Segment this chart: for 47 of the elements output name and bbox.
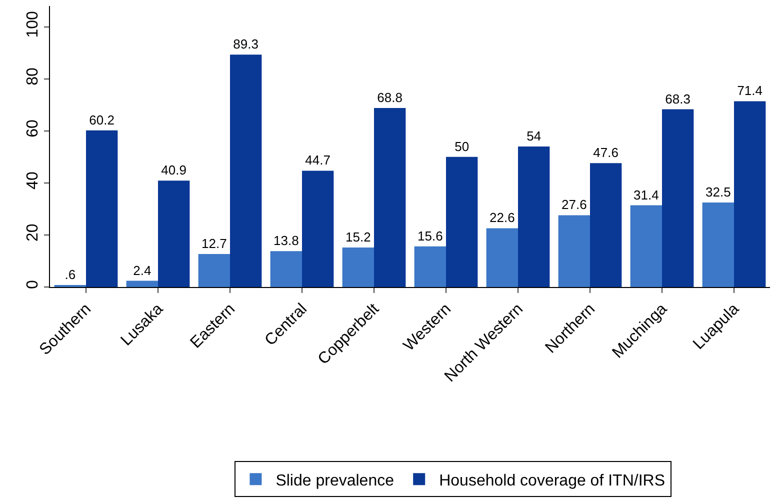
data-label: 40.9 <box>161 162 186 178</box>
data-label: 54 <box>526 128 542 144</box>
bar <box>158 180 190 287</box>
y-tick-label: 100 <box>24 10 42 38</box>
y-tick-label: 40 <box>24 172 42 190</box>
data-label: 47.6 <box>593 145 618 160</box>
bar <box>518 146 550 287</box>
bar <box>630 205 662 287</box>
y-tick-label: 0 <box>24 280 42 290</box>
bar <box>374 108 406 287</box>
y-tick-label: 80 <box>24 67 42 86</box>
bar <box>590 163 622 287</box>
data-label: 32.5 <box>706 184 731 200</box>
data-label: 15.6 <box>418 228 443 244</box>
bar <box>734 101 766 287</box>
bar <box>342 247 374 287</box>
data-label: 60.2 <box>89 112 114 128</box>
bar <box>446 156 478 287</box>
bar <box>486 228 518 287</box>
y-tick-label: 60 <box>24 119 42 138</box>
bar <box>702 202 734 287</box>
data-label: 44.7 <box>305 152 330 168</box>
data-label: 89.3 <box>233 36 258 52</box>
data-label: 12.7 <box>202 236 227 251</box>
data-label: 50 <box>454 138 470 154</box>
data-label: 13.8 <box>274 233 299 248</box>
data-label: 31.4 <box>634 187 659 202</box>
bar <box>270 251 302 287</box>
bar <box>302 170 334 287</box>
data-label: 27.6 <box>562 197 587 212</box>
data-label: 68.8 <box>377 90 402 105</box>
data-label: 71.4 <box>737 83 762 98</box>
bar <box>126 280 158 287</box>
data-label: .6 <box>64 267 76 282</box>
bar <box>198 254 230 287</box>
legend-label: Slide prevalence <box>276 472 394 490</box>
data-label: 68.3 <box>665 91 690 106</box>
data-label: 15.2 <box>346 229 371 244</box>
bar <box>86 130 118 287</box>
bar <box>662 109 694 287</box>
data-label: 22.6 <box>490 210 515 226</box>
legend-label: Household coverage of ITN/IRS <box>439 472 665 490</box>
data-label: 2.4 <box>133 262 152 278</box>
y-tick-label: 20 <box>24 224 42 242</box>
bar <box>230 54 262 287</box>
bar <box>414 246 446 287</box>
bar <box>558 215 590 287</box>
